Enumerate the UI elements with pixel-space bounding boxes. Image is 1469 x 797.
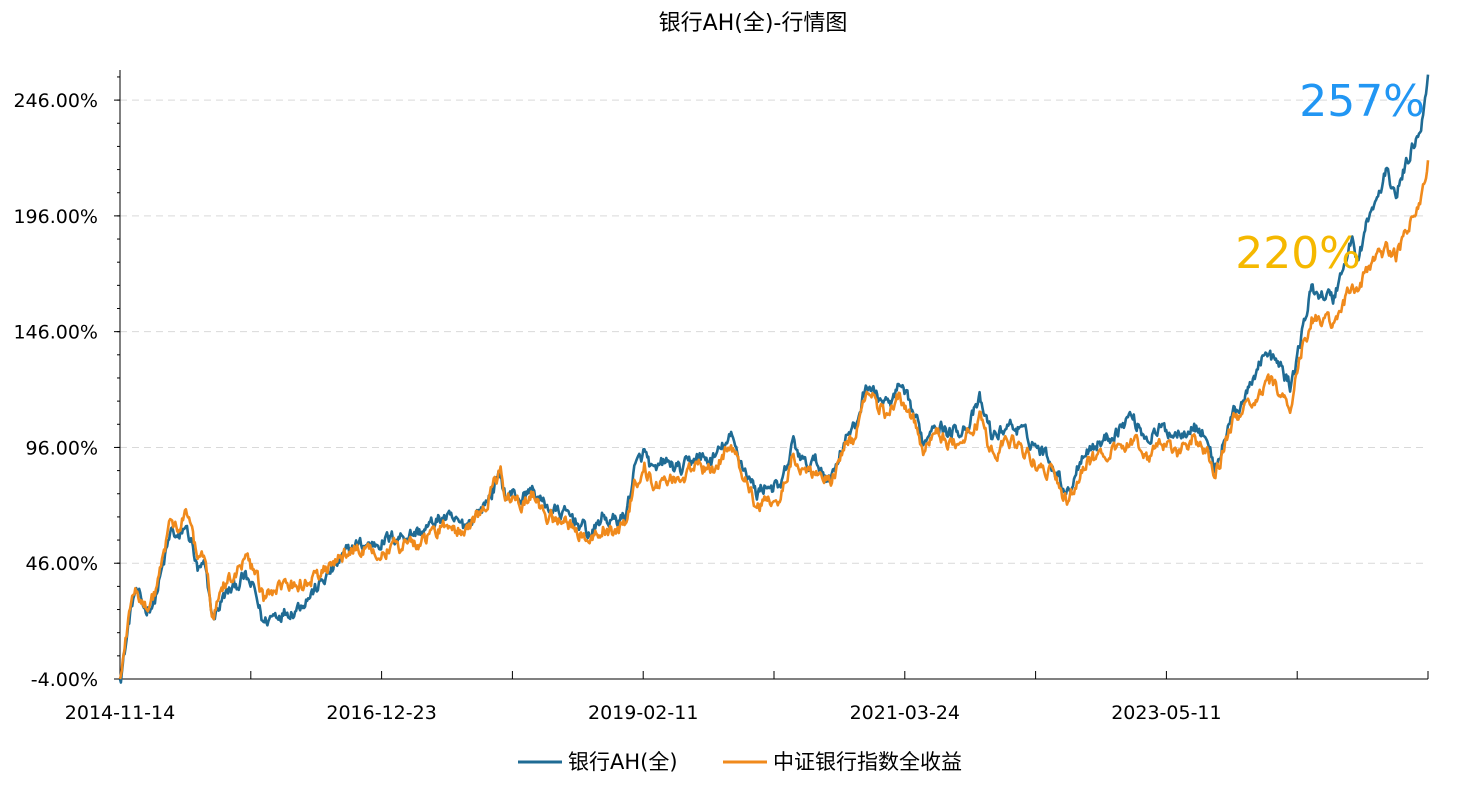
legend-label: 银行AH(全) — [568, 750, 678, 774]
grid-lines — [120, 99, 1428, 564]
annotations: 257% 220% — [1235, 76, 1425, 279]
x-tick-label: 2016-12-23 — [326, 702, 436, 724]
x-tick-label: 2014-11-14 — [65, 702, 175, 724]
annotation-label: 257% — [1299, 76, 1425, 127]
y-tick-label: 46.00% — [26, 553, 98, 575]
x-tick-label: 2023-05-11 — [1111, 702, 1221, 724]
series-lines — [118, 74, 1430, 684]
x-tick-label: 2019-02-11 — [588, 702, 698, 724]
y-tick-label: 146.00% — [13, 322, 98, 344]
y-tick-label: 246.00% — [13, 90, 98, 112]
chart-title: 银行AH(全)-行情图 — [659, 11, 848, 36]
series-line — [118, 74, 1430, 684]
y-tick-label: 196.00% — [13, 206, 98, 228]
series-line — [118, 160, 1430, 680]
legend-label: 中证银行指数全收益 — [773, 750, 962, 774]
annotation-label: 220% — [1235, 228, 1361, 279]
y-tick-label: 96.00% — [26, 437, 98, 459]
x-tick-label: 2021-03-24 — [850, 702, 960, 724]
y-tick-label: -4.00% — [31, 669, 98, 691]
axes: -4.00% 46.00% 96.00% 146.00% 196.00% 246.00% 2… — [13, 70, 1429, 724]
legend: 银行AH(全) 中证银行指数全收益 — [518, 750, 962, 774]
